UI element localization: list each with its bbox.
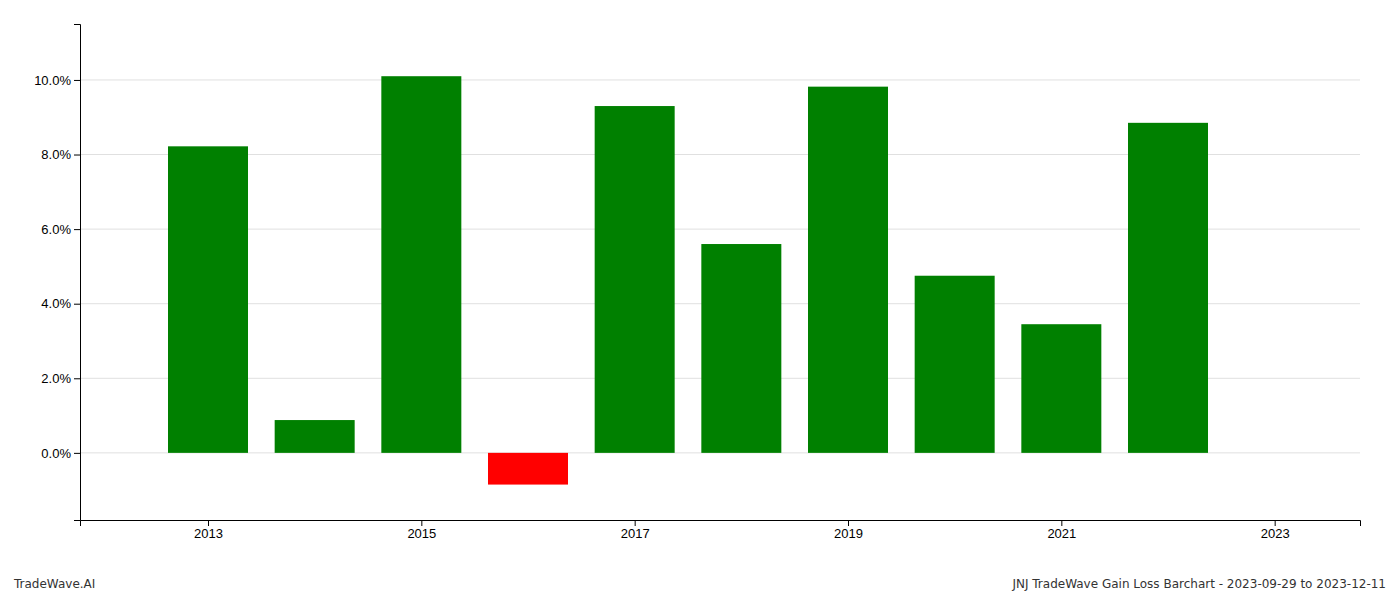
bar xyxy=(275,420,355,453)
title: JNJ TradeWave Gain Loss Barchart - 2023-… xyxy=(1011,577,1386,591)
y-tick-label: 8.0% xyxy=(41,147,71,162)
y-tick-mark xyxy=(74,155,80,156)
y-tick-mark xyxy=(74,80,80,81)
x-tick-mark xyxy=(1061,520,1062,526)
bar xyxy=(488,453,568,485)
chart: 0.0%2.0%4.0%6.0%8.0%10.0%201320152017201… xyxy=(0,0,1400,600)
bar xyxy=(1128,123,1208,453)
y-axis-line xyxy=(74,25,81,521)
bars xyxy=(168,76,1208,484)
y-tick-label: 0.0% xyxy=(41,446,71,461)
y-tick-label: 10.0% xyxy=(34,73,71,88)
bar xyxy=(381,76,461,453)
x-tick: 2013 xyxy=(194,520,223,541)
x-tick: 2017 xyxy=(621,520,650,541)
bar xyxy=(701,244,781,453)
x-tick-mark xyxy=(208,520,209,526)
y-tick-label: 6.0% xyxy=(41,222,71,237)
y-tick: 10.0% xyxy=(34,73,80,88)
bar xyxy=(915,276,995,453)
x-tick-label: 2015 xyxy=(407,526,436,541)
bar xyxy=(1021,324,1101,453)
x-tick: 2015 xyxy=(407,520,436,541)
y-tick-mark xyxy=(74,453,80,454)
x-tick-label: 2021 xyxy=(1047,526,1076,541)
x-tick-mark xyxy=(1275,520,1276,526)
x-tick-label: 2013 xyxy=(194,526,223,541)
y-axis: 0.0% 2.0% 4.0% 6.0% 8.0% 10.0% xyxy=(34,25,80,521)
y-tick: 6.0% xyxy=(41,222,80,237)
y-tick-label: 4.0% xyxy=(41,296,71,311)
y-tick: 4.0% xyxy=(41,296,80,311)
x-tick: 2019 xyxy=(834,520,863,541)
x-tick-mark xyxy=(421,520,422,526)
y-tick-mark xyxy=(74,229,80,230)
bar xyxy=(808,87,888,453)
watermark: TradeWave.AI xyxy=(13,577,95,591)
y-tick: 8.0% xyxy=(41,147,80,162)
x-tick-label: 2019 xyxy=(834,526,863,541)
y-tick-mark xyxy=(74,304,80,305)
y-tick-mark xyxy=(74,378,80,379)
x-tick-label: 2023 xyxy=(1261,526,1290,541)
x-tick: 2021 xyxy=(1047,520,1076,541)
plot-area: 0.0%2.0%4.0%6.0%8.0%10.0%201320152017201… xyxy=(34,25,1360,542)
x-tick-mark xyxy=(848,520,849,526)
y-tick: 0.0% xyxy=(41,446,80,461)
x-axis-line xyxy=(81,521,1361,527)
x-tick-mark xyxy=(635,520,636,526)
bar xyxy=(168,146,248,453)
x-axis: 2013 2015 2017 2019 2021 2023 xyxy=(81,520,1361,541)
y-tick-label: 2.0% xyxy=(41,371,71,386)
x-tick-label: 2017 xyxy=(621,526,650,541)
x-tick: 2023 xyxy=(1261,520,1290,541)
bar xyxy=(595,106,675,453)
grid-line xyxy=(80,79,1360,80)
y-tick: 2.0% xyxy=(41,371,80,386)
grid xyxy=(80,80,1360,453)
